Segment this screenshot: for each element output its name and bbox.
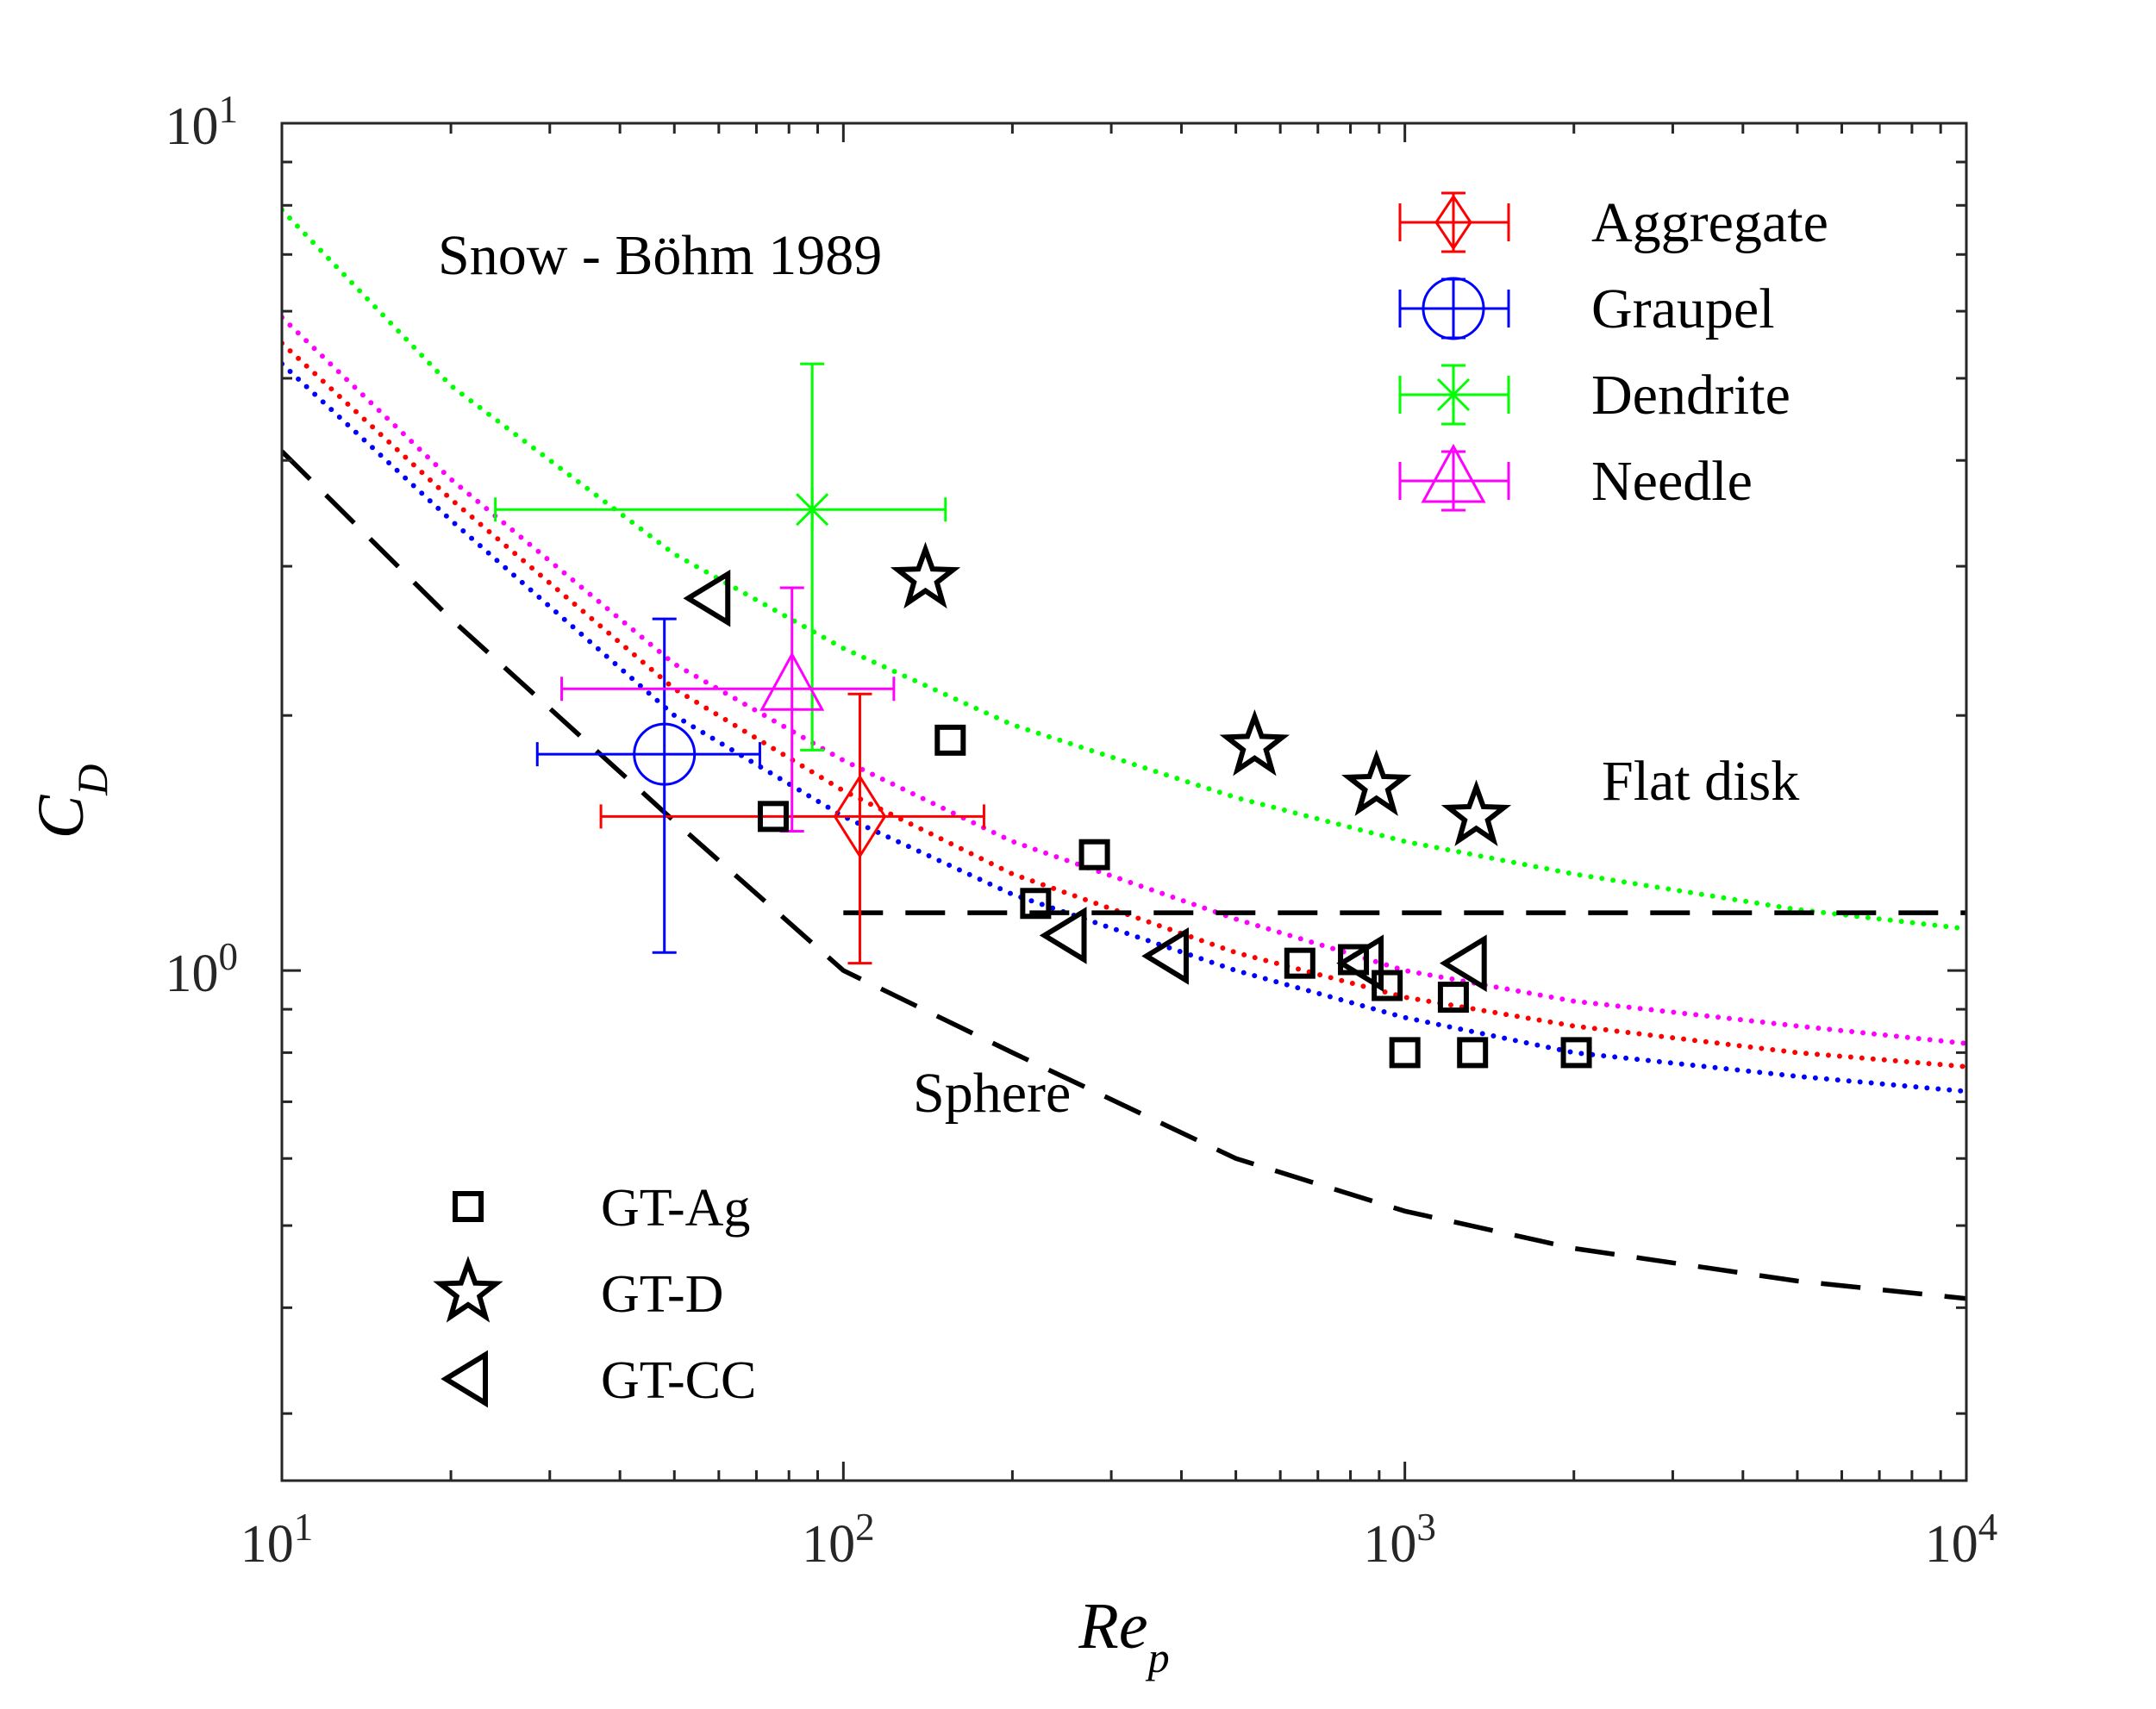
legend-label-gt-cc: GT-CC bbox=[601, 1351, 756, 1410]
plot-frame bbox=[280, 122, 1968, 1482]
legend-marker-gt-d bbox=[433, 1256, 503, 1323]
legend-errorbar-graupel bbox=[1398, 278, 1510, 340]
figure-annotation-title: Snow - Böhm 1989 bbox=[438, 224, 882, 287]
x-tick-label: 104 bbox=[1925, 1506, 1998, 1574]
curve-needle bbox=[282, 315, 1966, 1046]
errorbar-x-needle bbox=[560, 677, 896, 702]
curve-dendrite bbox=[282, 207, 1966, 932]
y-tick-label: 101 bbox=[166, 88, 239, 156]
curve-graupel bbox=[282, 361, 1966, 1095]
point-gt-cc bbox=[1336, 934, 1384, 992]
legend-label-dendrite: Dendrite bbox=[1591, 364, 1790, 427]
legend: Aggregate Graupel Dendrite Needle bbox=[1398, 191, 1828, 513]
scatter-layer bbox=[683, 541, 1592, 1069]
point-gt-d bbox=[1341, 749, 1412, 816]
point-dendrite bbox=[796, 488, 829, 532]
errorbar-y-graupel bbox=[652, 617, 677, 954]
legend-marker-gt-cc bbox=[441, 1350, 488, 1408]
point-gt-cc bbox=[1141, 927, 1189, 985]
legend-label-gt-ag: GT-Ag bbox=[601, 1179, 750, 1238]
point-needle bbox=[759, 652, 825, 711]
point-gt-ag bbox=[1457, 1037, 1489, 1069]
legend-errorbar-needle bbox=[1398, 450, 1510, 512]
errorbar-layer bbox=[494, 362, 985, 965]
point-gt-d bbox=[1219, 709, 1290, 777]
x-axis-label: Rep bbox=[1078, 1590, 1169, 1681]
point-gt-ag bbox=[1389, 1037, 1421, 1069]
legend-marker-dendrite bbox=[1436, 373, 1471, 416]
legend-marker-needle bbox=[1421, 443, 1486, 503]
errorbar-y-dendrite bbox=[800, 362, 825, 752]
point-gt-ag bbox=[1020, 888, 1052, 920]
point-graupel bbox=[633, 722, 697, 786]
point-gt-cc bbox=[683, 569, 731, 627]
legend-label-gt-d: GT-D bbox=[601, 1265, 723, 1324]
legend-marker-graupel bbox=[1422, 277, 1485, 340]
legend-marker-aggregate bbox=[1434, 194, 1472, 251]
x-tick-label: 103 bbox=[1363, 1506, 1436, 1574]
point-gt-d bbox=[890, 541, 961, 609]
point-gt-ag bbox=[757, 801, 789, 833]
point-gt-ag bbox=[1284, 947, 1315, 979]
legend-label-needle: Needle bbox=[1591, 450, 1753, 513]
y-tick-label: 100 bbox=[166, 935, 239, 1003]
legend-label-graupel: Graupel bbox=[1591, 278, 1775, 340]
legend-marker-gt-ag bbox=[453, 1191, 484, 1222]
legend-label-aggregate: Aggregate bbox=[1591, 191, 1828, 254]
curve-sphere bbox=[282, 449, 1966, 1301]
point-gt-ag bbox=[1437, 982, 1469, 1014]
x-tick-label: 102 bbox=[802, 1506, 874, 1574]
flat-disk-label: Flat disk bbox=[1602, 750, 1799, 813]
axis-labels: 101 102 103 104 100 101 Rep CD bbox=[25, 88, 1997, 1681]
curve-aggregate bbox=[282, 340, 1966, 1070]
x-tick-label: 101 bbox=[241, 1506, 314, 1574]
point-gt-cc bbox=[1439, 934, 1487, 992]
point-gt-cc bbox=[1039, 907, 1087, 964]
errorbar-y-aggregate bbox=[847, 692, 872, 965]
point-gt-ag bbox=[934, 724, 966, 756]
errorbar-x-dendrite bbox=[494, 497, 947, 522]
sphere-label: Sphere bbox=[913, 1062, 1071, 1125]
axis-ticks bbox=[282, 123, 1966, 1481]
point-gt-d bbox=[1440, 779, 1512, 846]
point-gt-ag bbox=[1078, 839, 1110, 870]
reference-curves bbox=[282, 207, 1966, 1301]
y-axis-label: CD bbox=[25, 764, 116, 839]
point-gt-ag bbox=[1560, 1037, 1592, 1069]
point-aggregate bbox=[833, 774, 887, 859]
marker-legend: GT-Ag GT-D GT-CC bbox=[433, 1179, 756, 1410]
errorbar-x-graupel bbox=[535, 742, 761, 767]
legend-errorbar-aggregate bbox=[1398, 191, 1510, 253]
